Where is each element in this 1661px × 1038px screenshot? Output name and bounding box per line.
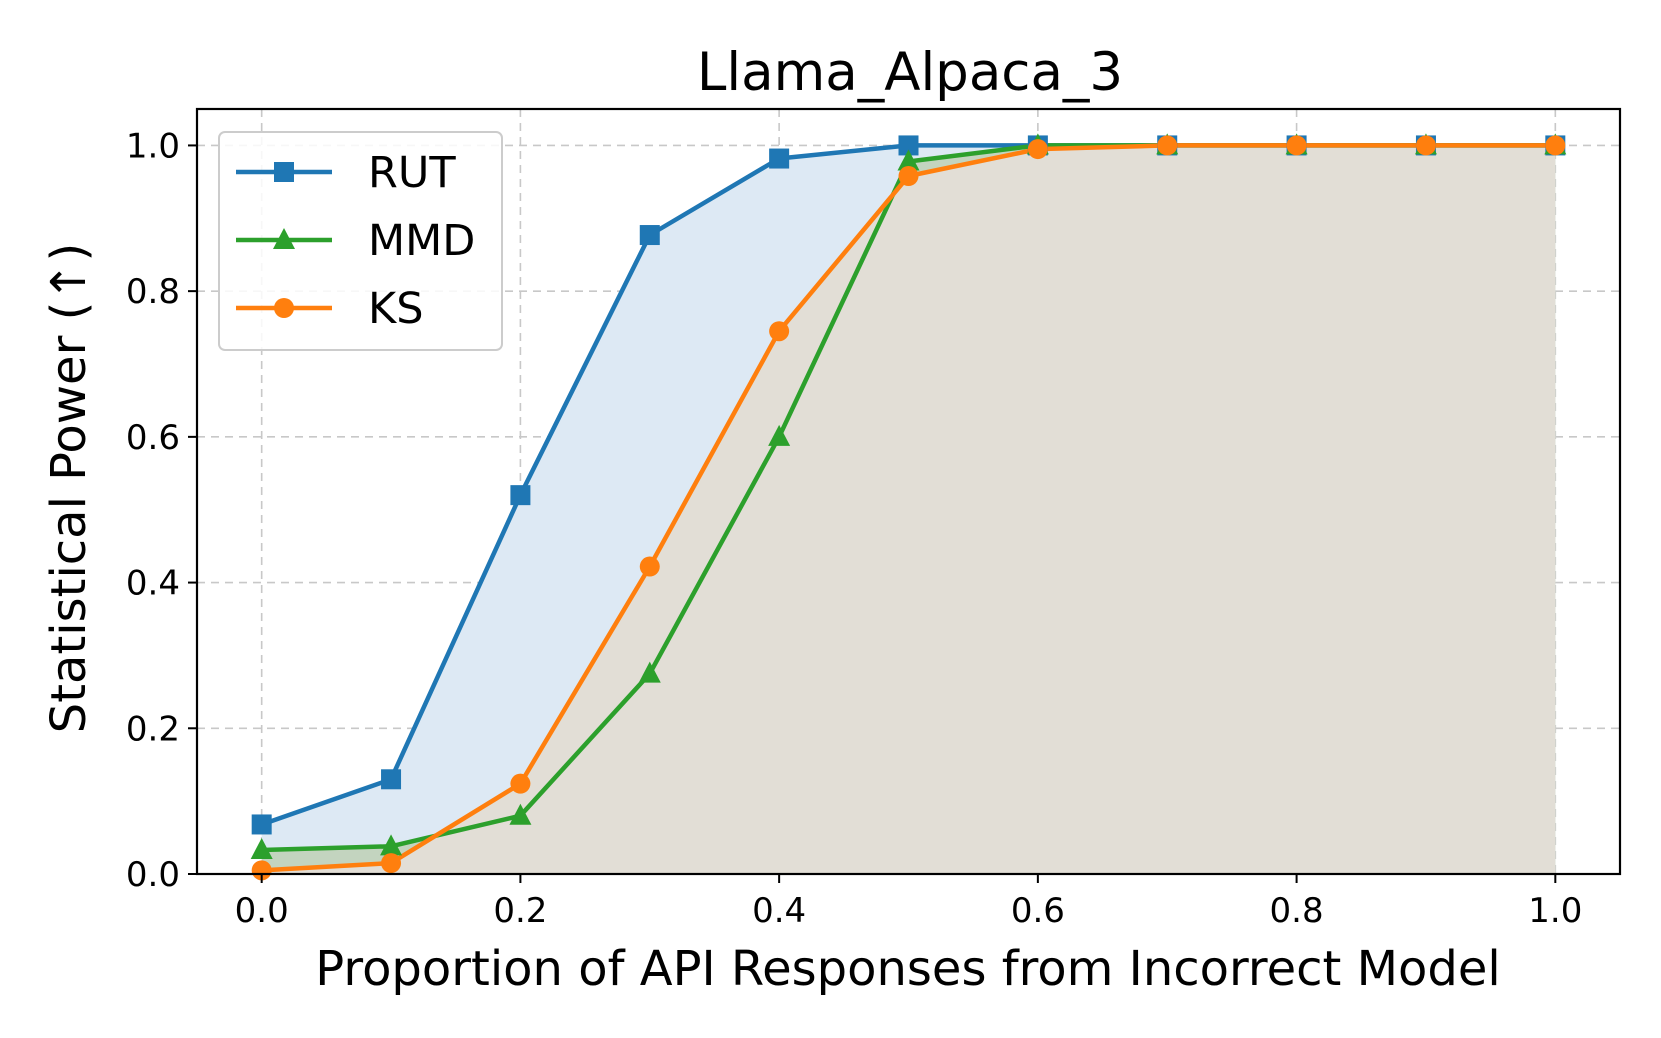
y-tick-label: 0.6 [126, 418, 180, 458]
data-point-mmd [509, 803, 532, 825]
chart-title: Llama_Alpaca_3 [697, 42, 1123, 103]
data-point-ks [1286, 135, 1307, 156]
x-axis-label: Proportion of API Responses from Incorre… [315, 941, 1500, 997]
y-tick-label: 0.0 [126, 855, 180, 895]
legend-marker-rut [274, 162, 294, 182]
legend-box [218, 131, 503, 351]
data-point-mmd [897, 149, 920, 171]
data-point-ks [1415, 135, 1436, 156]
x-tick-label: 0.2 [493, 891, 547, 931]
data-point-rut [639, 225, 660, 246]
series-markers [250, 133, 1567, 881]
data-point-ks [251, 860, 272, 881]
data-point-rut [510, 485, 531, 506]
data-point-mmd [380, 834, 403, 856]
x-tick-label: 0.6 [1011, 891, 1065, 931]
y-tick-label: 0.2 [126, 709, 180, 749]
legend-marker-mmd [273, 228, 295, 249]
axis-ticks: 0.0 0.2 0.4 0.6 0.8 1.0 0.0 0.2 0.4 0.6 0.8 1.0 [126, 126, 1582, 931]
data-point-rut [381, 769, 402, 790]
x-tick-label: 1.0 [1528, 891, 1582, 931]
data-point-ks [381, 853, 402, 874]
legend-label-rut: RUT [368, 148, 456, 198]
data-point-ks [1545, 135, 1566, 156]
data-point-ks [639, 556, 660, 577]
data-point-mmd [250, 837, 273, 859]
data-point-ks [510, 773, 531, 794]
x-tick-label: 0.8 [1270, 891, 1324, 931]
y-axis-label: Statistical Power (↑) [41, 243, 97, 733]
legend: RUT MMD KS [218, 131, 503, 351]
y-tick-label: 0.8 [126, 272, 180, 312]
legend-label-mmd: MMD [368, 216, 475, 266]
area-fills [261, 145, 1556, 874]
data-point-mmd [638, 661, 661, 683]
plot-frame [195, 107, 1622, 876]
x-tick-label: 0.0 [235, 891, 289, 931]
data-point-ks [1027, 139, 1048, 160]
x-tick-label: 0.4 [752, 891, 806, 931]
legend-label-ks: KS [368, 284, 424, 334]
data-point-mmd [768, 424, 791, 446]
data-point-ks [769, 321, 790, 342]
y-tick-label: 0.4 [126, 564, 180, 604]
data-point-rut [769, 148, 790, 169]
data-point-ks [1157, 135, 1178, 156]
area-fill-ks [261, 145, 1556, 874]
legend-marker-ks [274, 298, 294, 318]
data-point-ks [898, 166, 919, 187]
data-point-rut [251, 814, 272, 835]
data-point-rut [898, 135, 919, 156]
y-tick-label: 1.0 [126, 126, 180, 166]
